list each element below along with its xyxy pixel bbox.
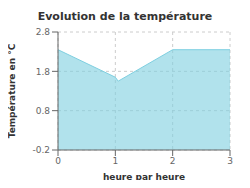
svg-text:0: 0	[55, 156, 61, 166]
html-text:Evolution de la température: Evolution de la température	[37, 10, 213, 23]
svg-text:1.8: 1.8	[36, 67, 51, 77]
svg-text:2: 2	[170, 156, 176, 166]
svg-text:2.8: 2.8	[36, 27, 51, 37]
svg-text:heure par heure: heure par heure	[103, 172, 185, 180]
svg-text:1: 1	[112, 156, 118, 166]
svg-text:3: 3	[227, 156, 233, 166]
svg-text:Température en °C: Température en °C	[8, 43, 17, 138]
svg-text:-0.2: -0.2	[32, 145, 50, 155]
svg-text:0.8: 0.8	[36, 106, 51, 116]
